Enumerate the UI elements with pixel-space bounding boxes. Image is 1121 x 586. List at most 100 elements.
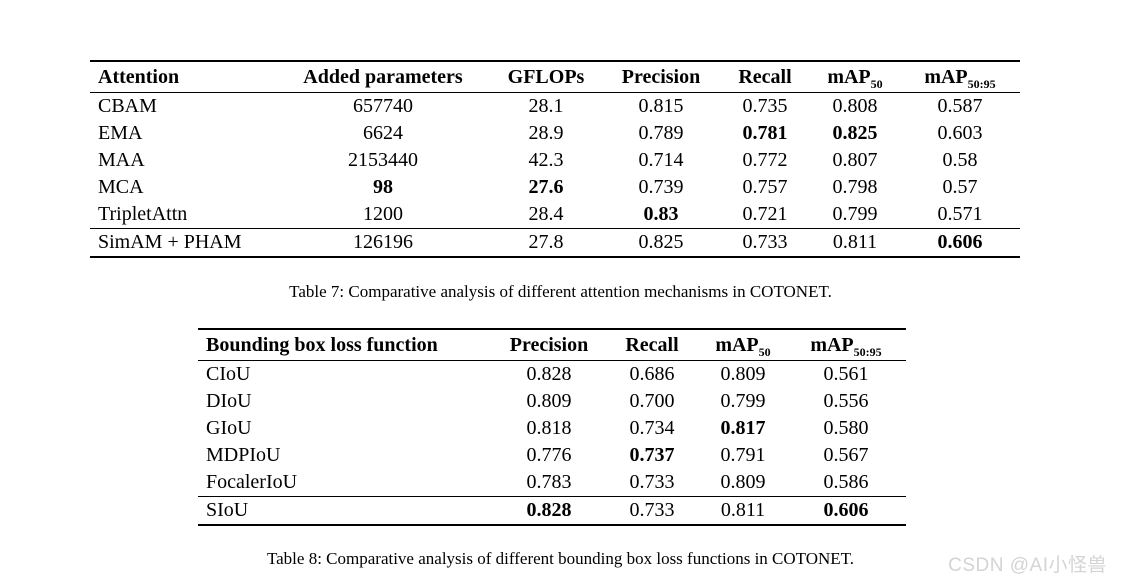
column-header-map50-95: mAP50:95 xyxy=(900,61,1020,93)
table-cell: 0.811 xyxy=(810,228,900,257)
table8-caption: Table 8: Comparative analysis of differe… xyxy=(266,549,855,568)
table-cell: 0.587 xyxy=(937,95,983,117)
table-cell: MCA xyxy=(98,176,144,198)
watermark: CSDN @AI小怪兽 xyxy=(948,555,1107,576)
table-cell: 0.586 xyxy=(823,471,869,493)
table-cell: 0.807 xyxy=(832,149,878,171)
table-row-ciou: CIoU 0.828 0.686 0.809 0.561 xyxy=(198,361,906,389)
header-label: Precision xyxy=(621,66,701,88)
table-cell: 27.6 xyxy=(528,176,564,198)
column-header-precision: Precision xyxy=(494,329,604,361)
table-cell: 0.825 xyxy=(832,122,878,144)
table-cell: 2153440 xyxy=(348,149,418,171)
table-row-mdpiou: MDPIoU 0.776 0.737 0.791 0.567 xyxy=(198,442,906,469)
table-cell: 0.739 xyxy=(638,176,684,198)
table-cell: 0.791 xyxy=(720,444,766,466)
table-cell: EMA xyxy=(98,122,143,144)
table-cell: 0.733 xyxy=(629,471,675,493)
table-cell: 28.4 xyxy=(528,203,564,225)
table-cell: 0.567 xyxy=(823,444,869,466)
table-cell: SimAM + PHAM xyxy=(90,228,276,257)
table-cell: 0.809 xyxy=(526,390,572,412)
table-cell: 0.783 xyxy=(526,471,572,493)
header-subscript: 50:95 xyxy=(853,345,882,359)
header-label: mAP xyxy=(715,334,759,356)
table-cell: 0.772 xyxy=(742,149,788,171)
table-cell: 0.757 xyxy=(742,176,788,198)
header-label: mAP xyxy=(827,66,871,88)
header-label: Recall xyxy=(625,334,679,356)
table-cell: 0.714 xyxy=(638,149,684,171)
table-cell: 0.789 xyxy=(638,122,684,144)
table-cell: 657740 xyxy=(353,95,413,117)
table-cell: 0.808 xyxy=(832,95,878,117)
header-label: Bounding box loss function xyxy=(206,334,438,356)
table-row-diou: DIoU 0.809 0.700 0.799 0.556 xyxy=(198,388,906,415)
column-header-bbox-loss-function: Bounding box loss function xyxy=(198,329,494,361)
table-cell: 0.781 xyxy=(742,122,788,144)
table7-caption: Table 7: Comparative analysis of differe… xyxy=(289,282,832,301)
table-cell: 0.733 xyxy=(720,228,810,257)
header-subscript: 50 xyxy=(758,345,771,359)
table-cell: TripletAttn xyxy=(98,203,188,225)
column-header-map50-95: mAP50:95 xyxy=(786,329,906,361)
table-cell: 0.686 xyxy=(629,363,675,385)
column-header-added-parameters: Added parameters xyxy=(276,61,490,93)
table-row-tripletattn: TripletAttn 1200 28.4 0.83 0.721 0.799 0… xyxy=(90,201,1020,229)
table-cell: 0.571 xyxy=(937,203,983,225)
table-cell: 0.57 xyxy=(942,176,978,198)
table-cell: CBAM xyxy=(98,95,157,117)
table-row-giou: GIoU 0.818 0.734 0.817 0.580 xyxy=(198,415,906,442)
header-subscript: 50 xyxy=(870,77,883,91)
header-label: mAP xyxy=(924,66,968,88)
table-cell: 0.798 xyxy=(832,176,878,198)
column-header-precision: Precision xyxy=(602,61,720,93)
table-cell: 0.733 xyxy=(604,496,700,525)
header-label: Attention xyxy=(98,66,180,88)
table-header-row: Bounding box loss function Precision Rec… xyxy=(198,329,906,361)
table-cell: MDPIoU xyxy=(206,444,281,466)
column-header-attention: Attention xyxy=(90,61,276,93)
table-row-simam-pham: SimAM + PHAM 126196 27.8 0.825 0.733 0.8… xyxy=(90,228,1020,257)
table-row-focaleriou: FocalerIoU 0.783 0.733 0.809 0.586 xyxy=(198,469,906,497)
table-cell: 0.828 xyxy=(494,496,604,525)
table-cell: 27.8 xyxy=(490,228,602,257)
table-cell: 0.603 xyxy=(937,122,983,144)
header-label: mAP xyxy=(810,334,854,356)
table-cell: 28.9 xyxy=(528,122,564,144)
table-cell: 1200 xyxy=(363,203,403,225)
table-cell: SIoU xyxy=(198,496,494,525)
table-cell: DIoU xyxy=(206,390,252,412)
table-cell: 0.825 xyxy=(602,228,720,257)
table-cell: CIoU xyxy=(206,363,251,385)
table-cell: 0.721 xyxy=(742,203,788,225)
bbox-loss-comparison-table: Bounding box loss function Precision Rec… xyxy=(198,328,906,526)
table-cell: 0.606 xyxy=(786,496,906,525)
column-header-recall: Recall xyxy=(720,61,810,93)
table-row-maa: MAA 2153440 42.3 0.714 0.772 0.807 0.58 xyxy=(90,147,1020,174)
attention-comparison-table: Attention Added parameters GFLOPs Precis… xyxy=(90,60,1020,258)
table-cell: GIoU xyxy=(206,417,252,439)
table-cell: 0.83 xyxy=(643,203,679,225)
table-cell: 0.809 xyxy=(720,363,766,385)
table-row-mca: MCA 98 27.6 0.739 0.757 0.798 0.57 xyxy=(90,174,1020,201)
table-cell: 0.811 xyxy=(700,496,786,525)
table-cell: 0.809 xyxy=(720,471,766,493)
column-header-map50: mAP50 xyxy=(700,329,786,361)
header-subscript: 50:95 xyxy=(967,77,996,91)
table-cell: 0.561 xyxy=(823,363,869,385)
header-label: Precision xyxy=(509,334,589,356)
column-header-gflops: GFLOPs xyxy=(490,61,602,93)
table-cell: 0.828 xyxy=(526,363,572,385)
table-cell: 0.734 xyxy=(629,417,675,439)
table-cell: FocalerIoU xyxy=(206,471,298,493)
table-cell: 0.776 xyxy=(526,444,572,466)
table-cell: 0.700 xyxy=(629,390,675,412)
table-cell: 0.799 xyxy=(832,203,878,225)
table-cell: 0.815 xyxy=(638,95,684,117)
table-cell: 0.818 xyxy=(526,417,572,439)
table-cell: 0.735 xyxy=(742,95,788,117)
table-cell: 6624 xyxy=(363,122,403,144)
table-cell: 98 xyxy=(373,176,393,198)
